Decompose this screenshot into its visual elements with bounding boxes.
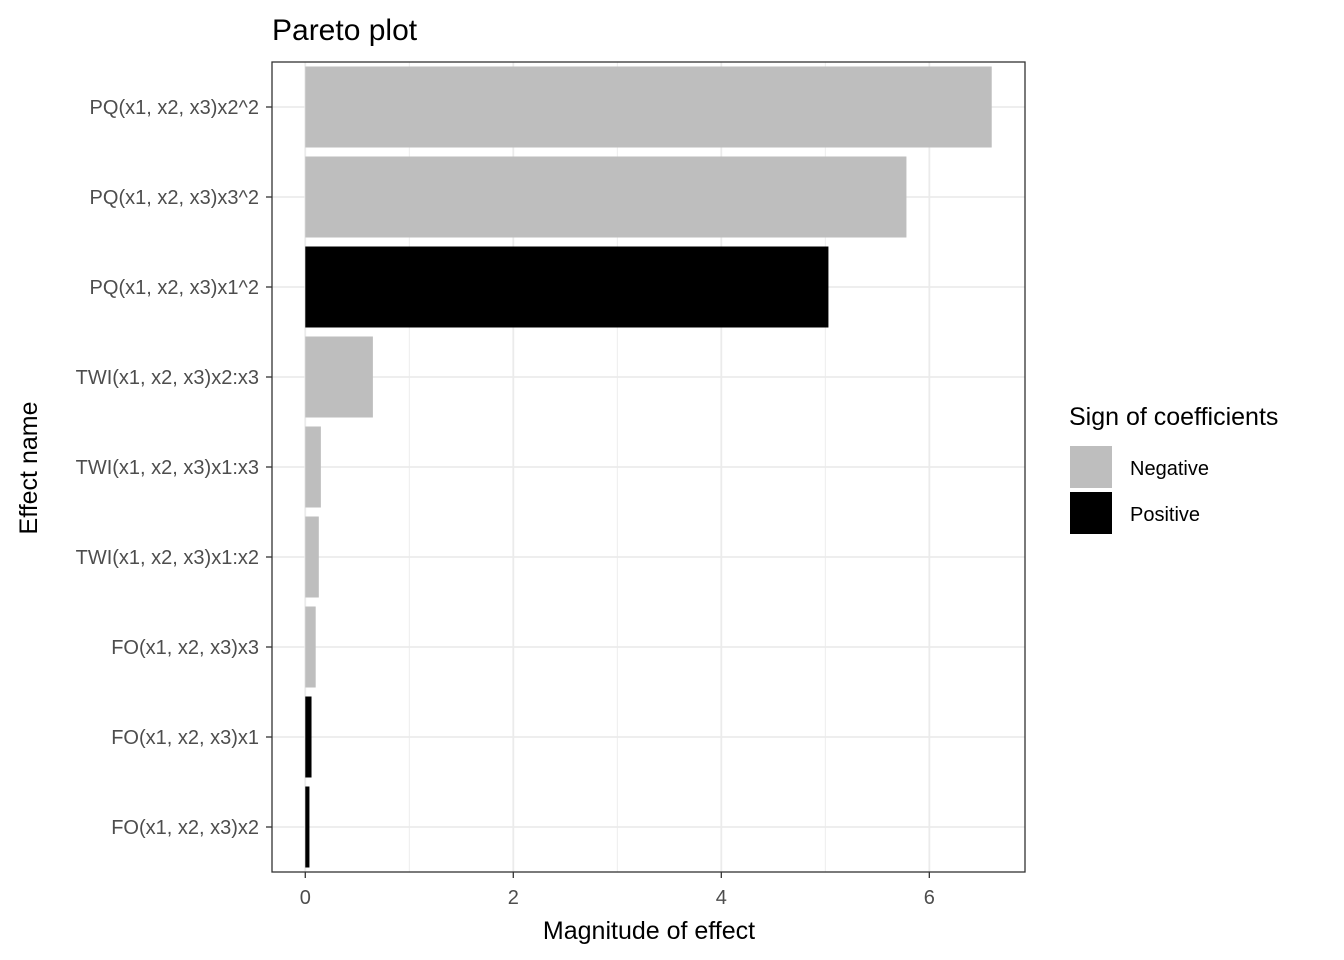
y-axis-title: Effect name [15, 402, 43, 535]
legend-title: Sign of coefficients [1069, 403, 1278, 431]
bar [305, 426, 321, 508]
legend-key-negative [1070, 446, 1112, 488]
x-axis: 0 2 4 6 [300, 872, 935, 909]
bar [305, 786, 310, 868]
y-tick-label: PQ(x1, x2, x3)x3^2 [90, 187, 259, 209]
x-tick-label: 4 [716, 887, 727, 909]
legend-label-negative: Negative [1130, 458, 1209, 480]
x-tick-label: 2 [508, 887, 519, 909]
x-tick-label: 6 [924, 887, 935, 909]
x-axis-title: Magnitude of effect [543, 917, 755, 945]
y-tick-label: TWI(x1, x2, x3)x2:x3 [76, 367, 259, 389]
legend-key-positive [1070, 492, 1112, 534]
bar [305, 516, 319, 598]
y-tick-label: PQ(x1, x2, x3)x1^2 [90, 277, 259, 299]
bar [305, 606, 316, 688]
bars-group [305, 66, 992, 868]
y-tick-label: TWI(x1, x2, x3)x1:x3 [76, 457, 259, 479]
y-tick-label: FO(x1, x2, x3)x1 [111, 727, 259, 749]
legend: Sign of coefficients Negative Positive [1069, 403, 1278, 534]
bar [305, 156, 907, 238]
bar [305, 696, 312, 778]
x-tick-label: 0 [300, 887, 311, 909]
y-tick-label: FO(x1, x2, x3)x2 [111, 817, 259, 839]
bar [305, 66, 992, 148]
y-tick-label: TWI(x1, x2, x3)x1:x2 [76, 547, 259, 569]
y-axis: PQ(x1, x2, x3)x2^2 PQ(x1, x2, x3)x3^2 PQ(x… [76, 97, 272, 839]
chart-title: Pareto plot [272, 14, 418, 47]
bar [305, 336, 373, 418]
bar [305, 246, 829, 328]
y-tick-label: PQ(x1, x2, x3)x2^2 [90, 97, 259, 119]
y-tick-label: FO(x1, x2, x3)x3 [111, 637, 259, 659]
legend-label-positive: Positive [1130, 504, 1200, 526]
